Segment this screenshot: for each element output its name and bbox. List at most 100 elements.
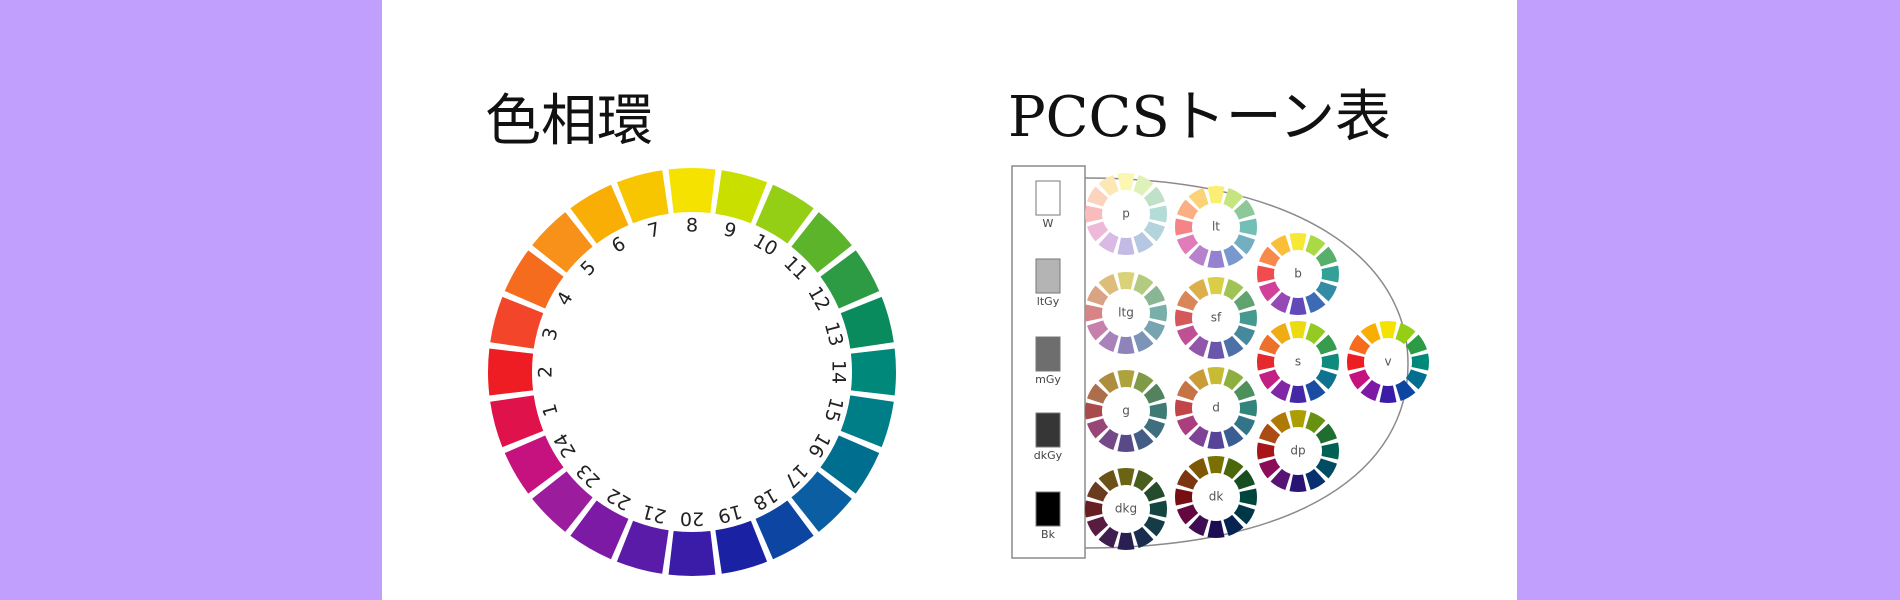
tone-outline bbox=[1084, 177, 1409, 549]
tone-segment bbox=[1270, 412, 1291, 434]
tone-segment bbox=[1098, 274, 1119, 296]
hue-segment bbox=[504, 250, 564, 309]
hue-number: 1 bbox=[538, 401, 562, 418]
tone-segment bbox=[1133, 470, 1154, 492]
tone-segment bbox=[1239, 488, 1257, 506]
tone-segment bbox=[1188, 244, 1209, 266]
tone-segment bbox=[1133, 372, 1154, 394]
tone-segment bbox=[1177, 504, 1199, 525]
tone-segment bbox=[1207, 341, 1225, 359]
tone-segment bbox=[1188, 335, 1209, 357]
tone-segment bbox=[1117, 532, 1135, 550]
tone-segment bbox=[1098, 526, 1119, 548]
tone-label: g bbox=[1122, 404, 1130, 418]
tone-segment bbox=[1305, 379, 1326, 401]
tone-segment bbox=[1233, 504, 1255, 525]
tone-segment bbox=[1175, 399, 1193, 417]
tone-label: b bbox=[1294, 267, 1302, 281]
hue-segment bbox=[791, 471, 852, 532]
tone-segment bbox=[1259, 369, 1281, 390]
hue-segment bbox=[820, 435, 880, 494]
hue-segment bbox=[715, 520, 768, 574]
tone-segment bbox=[1289, 233, 1307, 251]
tone-segment bbox=[1305, 468, 1326, 490]
tone-segment bbox=[1315, 369, 1337, 390]
hue-segment bbox=[616, 170, 669, 224]
tone-label: p bbox=[1122, 207, 1130, 221]
tone-segment bbox=[1259, 423, 1281, 444]
gray-swatch bbox=[1035, 180, 1061, 216]
tone-segment bbox=[1223, 369, 1244, 391]
tone-segment bbox=[1270, 235, 1291, 257]
hue-segment bbox=[668, 167, 716, 214]
tone-segment bbox=[1395, 323, 1416, 345]
tone-segment bbox=[1133, 526, 1154, 548]
tone-segment bbox=[1233, 380, 1255, 401]
hue-segment bbox=[715, 170, 768, 224]
tone-segment bbox=[1347, 353, 1365, 371]
gray-swatch bbox=[1035, 336, 1061, 372]
hue-number: 9 bbox=[721, 218, 738, 242]
tone-segment bbox=[1177, 199, 1199, 220]
tone-label: ltg bbox=[1118, 306, 1134, 320]
tone-segment bbox=[1149, 304, 1167, 322]
gray-swatch bbox=[1035, 491, 1061, 527]
tone-segment bbox=[1315, 458, 1337, 479]
tone-segment bbox=[1149, 205, 1167, 223]
tone-segment bbox=[1207, 250, 1225, 268]
tone-segment bbox=[1177, 325, 1199, 346]
tone-segment bbox=[1133, 428, 1154, 450]
tone-segment bbox=[1289, 474, 1307, 492]
tone-segment bbox=[1259, 246, 1281, 267]
hue-number: 2 bbox=[535, 366, 557, 378]
tone-segment bbox=[1117, 468, 1135, 486]
hue-segment bbox=[490, 296, 544, 349]
tone-segment bbox=[1207, 431, 1225, 449]
tone-label: dk bbox=[1209, 490, 1224, 504]
tone-segment bbox=[1133, 330, 1154, 352]
tone-segment bbox=[1143, 418, 1165, 439]
tone-segment bbox=[1175, 218, 1193, 236]
tone-segment bbox=[1085, 205, 1103, 223]
tone-segment bbox=[1085, 304, 1103, 322]
hue-segment bbox=[570, 184, 629, 244]
tone-segment bbox=[1188, 514, 1209, 536]
tone-segment bbox=[1207, 367, 1225, 385]
tone-label: d bbox=[1212, 401, 1220, 415]
tone-segment bbox=[1289, 385, 1307, 403]
gray-label: W bbox=[1043, 217, 1054, 230]
tone-segment bbox=[1379, 385, 1397, 403]
tone-segment bbox=[1405, 369, 1427, 390]
tone-segment bbox=[1270, 379, 1291, 401]
tone-segment bbox=[1270, 468, 1291, 490]
tone-segment bbox=[1233, 234, 1255, 255]
tone-segment bbox=[1321, 265, 1339, 283]
gray-label: Bk bbox=[1041, 528, 1056, 541]
tone-segment bbox=[1223, 244, 1244, 266]
tone-segment bbox=[1085, 402, 1103, 420]
tone-segment bbox=[1233, 199, 1255, 220]
tone-segment bbox=[1315, 334, 1337, 355]
tone-label: dkg bbox=[1115, 502, 1137, 516]
tone-segment bbox=[1098, 175, 1119, 197]
tone-segment bbox=[1133, 175, 1154, 197]
tone-segment bbox=[1305, 235, 1326, 257]
tone-segment bbox=[1207, 520, 1225, 538]
tone-segment bbox=[1257, 353, 1275, 371]
tone-segment bbox=[1289, 297, 1307, 315]
gray-label: ltGy bbox=[1037, 295, 1060, 308]
tone-segment bbox=[1087, 320, 1109, 341]
tone-segment bbox=[1143, 285, 1165, 306]
tone-segment bbox=[1395, 379, 1416, 401]
tone-segment bbox=[1321, 353, 1339, 371]
tone-segment bbox=[1259, 281, 1281, 302]
gray-label: dkGy bbox=[1034, 449, 1063, 462]
tone-segment bbox=[1305, 291, 1326, 313]
tone-segment bbox=[1233, 469, 1255, 490]
tone-segment bbox=[1143, 320, 1165, 341]
tone-chart-title: PCCSトーン表 bbox=[1008, 85, 1391, 150]
tone-segment bbox=[1239, 399, 1257, 417]
tone-segment bbox=[1233, 415, 1255, 436]
tone-segment bbox=[1087, 285, 1109, 306]
